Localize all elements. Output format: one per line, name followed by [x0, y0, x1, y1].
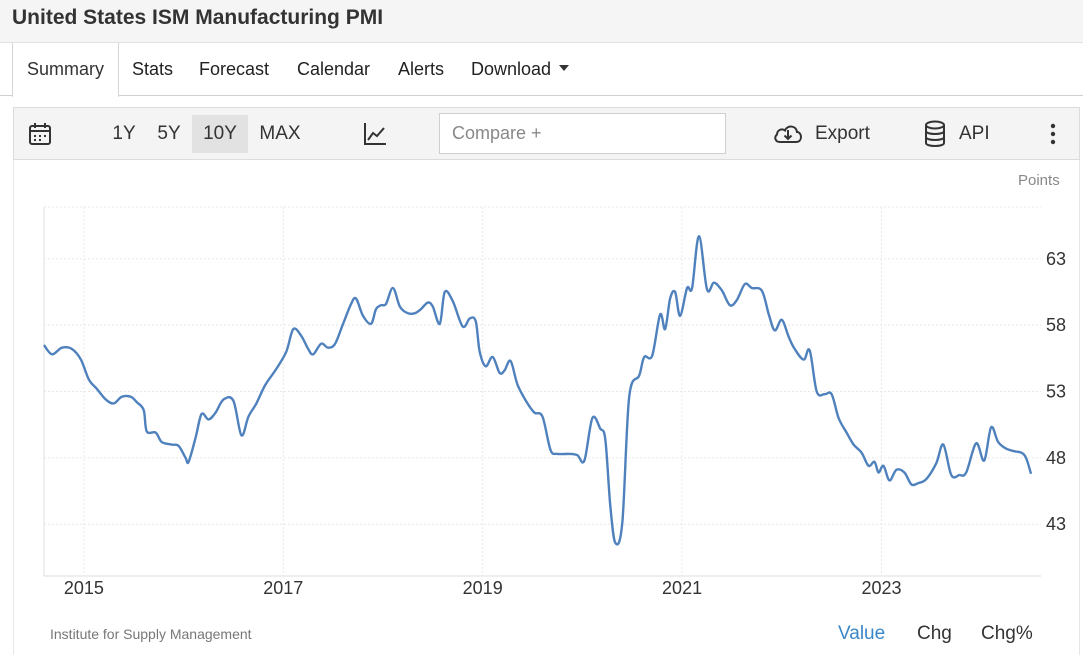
view-value-button[interactable]: Value — [838, 623, 886, 644]
title-bar: United States ISM Manufacturing PMI — [0, 0, 1083, 43]
more-vertical-icon[interactable] — [1049, 123, 1057, 145]
x-tick-label: 2019 — [463, 578, 503, 598]
source-label: Institute for Supply Management — [50, 626, 252, 642]
range-5y-button[interactable]: 5Y — [157, 123, 181, 144]
range-1y-button[interactable]: 1Y — [112, 123, 136, 144]
database-icon[interactable] — [923, 120, 947, 148]
grid — [43, 206, 1041, 577]
y-axis-ticks: 43 48 53 58 63 — [1046, 249, 1066, 534]
y-tick-label: 48 — [1046, 448, 1066, 468]
unit-label: Points — [1018, 172, 1060, 189]
range-10y-button[interactable]: 10Y — [192, 115, 248, 153]
x-tick-label: 2021 — [662, 578, 702, 598]
y-tick-label: 43 — [1046, 514, 1066, 534]
x-tick-label: 2015 — [64, 578, 104, 598]
view-chg-pct-button[interactable]: Chg% — [981, 623, 1033, 644]
api-button[interactable]: API — [959, 123, 990, 144]
calendar-icon[interactable] — [28, 122, 52, 146]
line-chart-icon[interactable] — [362, 121, 388, 147]
tab-forecast[interactable]: Forecast — [199, 59, 270, 79]
y-tick-label: 63 — [1046, 249, 1066, 269]
series-line — [43, 234, 1033, 546]
y-tick-label: 58 — [1046, 315, 1066, 335]
tab-download[interactable]: Download — [471, 43, 570, 96]
export-button[interactable]: Export — [815, 123, 870, 144]
caret-down-icon — [559, 65, 570, 72]
chart-toolbar: 1Y 5Y 10Y MAX Export API — [13, 107, 1080, 160]
tab-stats[interactable]: Stats — [132, 59, 174, 79]
tab-alerts[interactable]: Alerts — [398, 59, 445, 79]
range-max-button[interactable]: MAX — [259, 123, 301, 144]
x-tick-label: 2017 — [263, 578, 303, 598]
tab-summary[interactable]: Summary — [12, 43, 119, 97]
x-tick-label: 2023 — [861, 578, 901, 598]
chart-area — [13, 160, 1080, 655]
series-layer — [43, 234, 1033, 546]
tab-bar: Summary Stats Forecast Calendar Alerts D… — [0, 43, 1083, 97]
view-chg-button[interactable]: Chg — [917, 623, 952, 644]
tab-calendar[interactable]: Calendar — [297, 59, 371, 79]
x-axis-ticks: 2015 2017 2019 2021 2023 — [64, 578, 902, 598]
tab-download-label: Download — [471, 59, 552, 79]
compare-input[interactable] — [439, 113, 726, 154]
y-tick-label: 53 — [1046, 382, 1066, 402]
cloud-download-icon[interactable] — [772, 121, 804, 147]
page-title: United States ISM Manufacturing PMI — [12, 6, 384, 29]
